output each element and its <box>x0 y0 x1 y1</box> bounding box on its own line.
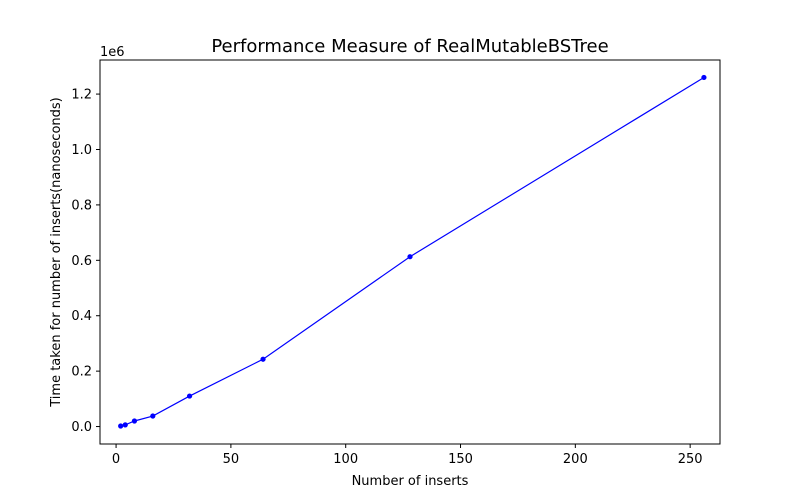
data-point <box>260 356 266 362</box>
axes-frame <box>99 59 721 445</box>
y-tick-label: 0.8 <box>71 198 92 213</box>
y-tick-label: 0.6 <box>71 254 92 269</box>
y-offset-label: 1e6 <box>100 45 125 60</box>
data-point <box>150 413 156 419</box>
x-tick-label: 250 <box>678 452 703 467</box>
y-tick-label: 0.0 <box>71 420 92 435</box>
data-point <box>118 423 124 429</box>
x-axis-label: Number of inserts <box>352 474 469 489</box>
chart-title: Performance Measure of RealMutableBSTree <box>211 36 608 57</box>
y-axis-label: Time taken for number of inserts(nanosec… <box>49 97 64 408</box>
data-point <box>122 422 128 428</box>
data-point <box>701 74 707 81</box>
data-point <box>407 254 413 260</box>
data-point <box>131 418 138 424</box>
y-tick-label: 1.0 <box>71 143 92 158</box>
x-tick-label: 200 <box>563 452 588 467</box>
y-axis: 0.0 0.2 0.4 0.6 0.8 1.0 1.2 <box>71 88 100 435</box>
plot-area <box>118 74 707 429</box>
x-tick-label: 0 <box>112 452 120 467</box>
x-axis: 0 50 100 150 200 250 <box>112 444 703 467</box>
x-tick-label: 150 <box>448 452 473 467</box>
x-tick-label: 50 <box>223 452 240 467</box>
x-tick-label: 100 <box>333 452 358 467</box>
series-line <box>120 76 705 427</box>
data-point <box>186 393 193 399</box>
y-tick-label: 0.2 <box>71 365 92 380</box>
y-tick-label: 0.4 <box>71 309 92 324</box>
y-tick-label: 1.2 <box>71 88 92 103</box>
